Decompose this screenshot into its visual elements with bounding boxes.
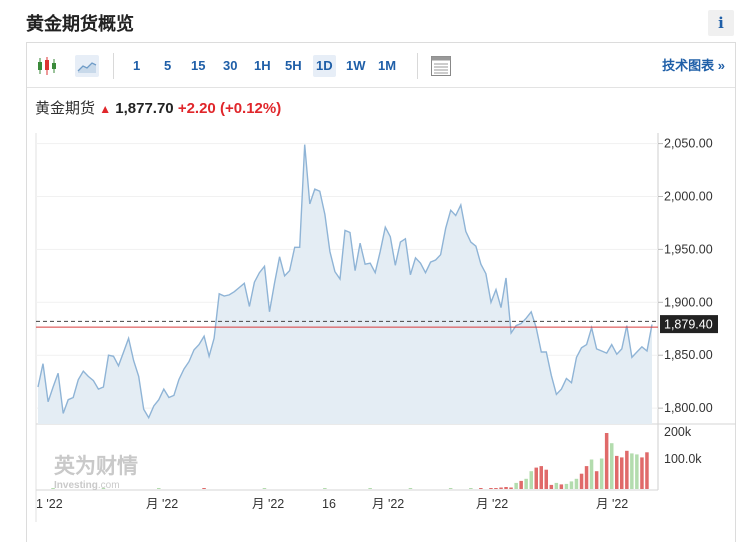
volume-bar: [635, 454, 639, 489]
current-price-label: 1,879.40: [664, 318, 713, 332]
volume-bar: [448, 488, 453, 489]
timeframe-5[interactable]: 5: [164, 58, 172, 73]
volume-bar: [202, 488, 206, 489]
timeframe-1[interactable]: 1: [133, 58, 141, 73]
price-line: [37, 144, 653, 420]
toolbar-separator: [417, 53, 418, 79]
price-area: [38, 144, 652, 424]
volume-bar: [574, 478, 579, 489]
volume-bar: [640, 457, 644, 489]
volume-bar: [534, 467, 538, 489]
up-arrow-icon: ▲: [99, 102, 112, 116]
price-tick-label: 1,800.00: [664, 401, 713, 415]
price-tick-label: 2,050.00: [664, 137, 713, 151]
volume-bar: [499, 487, 503, 489]
volume-bar: [544, 469, 548, 489]
volume-bar: [610, 443, 614, 489]
volume-bar: [599, 458, 604, 489]
timeframe-1w[interactable]: 1W: [346, 58, 366, 73]
price-change-percent: (+0.12%): [219, 100, 282, 117]
price-tick-label: 2,000.00: [664, 189, 713, 203]
time-tick-label: 月 '22: [596, 497, 628, 511]
area-chart-icon[interactable]: [75, 55, 99, 77]
timeframe-1m[interactable]: 1M: [378, 58, 397, 73]
volume-bar: [323, 488, 327, 489]
timeframe-5h[interactable]: 5H: [285, 58, 302, 73]
volume-bar: [489, 488, 493, 489]
last-price: 1,877.70: [115, 100, 174, 117]
volume-bar: [604, 433, 609, 489]
volume-bar: [569, 481, 574, 489]
quote-line: 黄金期货 ▲ 1,877.70 +2.20 (+0.12%): [35, 97, 281, 118]
volume-bar: [589, 459, 594, 489]
price-axis: 2,050.00 2,000.00 1,950.00 1,900.00 1,850.00…: [664, 137, 713, 416]
current-price-marker: 1,879.40: [660, 315, 718, 334]
watermark-en: Investing.com: [54, 480, 120, 491]
current-price-box: [660, 315, 718, 334]
volume-bar: [549, 484, 554, 489]
time-tick-label: 月 '22: [372, 497, 404, 511]
time-tick-label: 月 '22: [146, 497, 178, 511]
volume-bar: [524, 478, 528, 489]
price-change: +2.20: [177, 100, 216, 117]
timeframe-1h[interactable]: 1H: [254, 58, 271, 73]
instrument-name: 黄金期货: [35, 100, 96, 117]
volume-bar: [559, 484, 564, 489]
volume-bar: [625, 450, 629, 489]
volume-bar: [368, 488, 372, 489]
volume-bar: [529, 471, 533, 489]
volume-bar: [514, 482, 518, 489]
volume-bar: [494, 488, 498, 489]
volume-bar: [504, 487, 508, 489]
volume-bar: [157, 488, 161, 489]
volume-bar: [615, 455, 619, 489]
volume-bar: [509, 487, 513, 489]
timeframe-15[interactable]: 15: [191, 58, 206, 73]
volume-bar: [408, 488, 413, 489]
volume-bar: [479, 488, 483, 489]
price-tick-label: 1,950.00: [664, 242, 713, 256]
chart-panel: 1 5 15 30 1H 5H 1D 1W 1M 技术图表 » 黄金期货 ▲ 1…: [26, 42, 736, 542]
investing-watermark: 英为财情 Investing.com: [54, 454, 138, 491]
volume-tick-label: 100.0k: [664, 452, 702, 466]
time-tick-label: 月 '22: [252, 497, 284, 511]
volume-bar: [262, 488, 267, 489]
volume-bar: [620, 457, 624, 489]
candlestick-icon[interactable]: [35, 55, 59, 77]
time-tick-label: 1 '22: [36, 497, 63, 511]
time-tick-label: 16: [322, 497, 336, 511]
tech-chart-link[interactable]: 技术图表 »: [662, 58, 725, 73]
volume-tick-label: 200k: [664, 425, 692, 439]
volume-bar: [554, 482, 559, 489]
chart-toolbar: 1 5 15 30 1H 5H 1D 1W 1M 技术图表 »: [27, 43, 735, 88]
volume-bar: [579, 473, 584, 489]
timeframe-1d[interactable]: 1D: [313, 55, 336, 77]
volume-bar: [519, 480, 523, 489]
page-title: 黄金期货概览: [26, 14, 134, 34]
volume-bars: [51, 433, 649, 489]
volume-bar: [645, 452, 649, 489]
price-tick-label: 1,900.00: [664, 295, 713, 309]
timeframe-30[interactable]: 30: [223, 58, 238, 73]
table-icon[interactable]: [429, 55, 453, 77]
volume-bar: [630, 453, 634, 489]
watermark-cn: 英为财情: [54, 454, 138, 478]
info-button[interactable]: i: [708, 10, 734, 36]
volume-bar: [594, 471, 599, 489]
volume-bar: [584, 466, 589, 489]
time-tick-label: 月 '22: [476, 497, 508, 511]
volume-bar: [469, 488, 473, 489]
volume-axis: 200k 100.0k: [664, 425, 702, 466]
volume-bar: [564, 483, 569, 489]
volume-bar: [101, 488, 106, 489]
price-tick-label: 1,850.00: [664, 348, 713, 362]
volume-bar: [539, 466, 543, 489]
volume-bar: [51, 488, 55, 489]
toolbar-separator: [113, 53, 114, 79]
time-axis: 1 '22 月 '22 月 '22 16 月 '22 月 '22 月 '22: [36, 497, 628, 511]
